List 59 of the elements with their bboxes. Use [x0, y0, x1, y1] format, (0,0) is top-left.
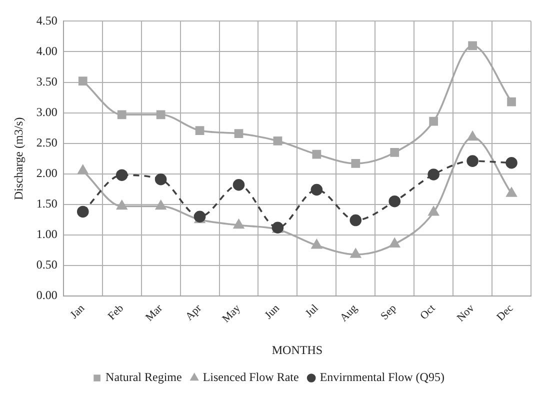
- point: [273, 136, 282, 146]
- y-tick-label: 2.50: [36, 135, 58, 150]
- x-tick-label: Jul: [303, 302, 321, 320]
- point: [389, 238, 400, 248]
- point: [116, 169, 128, 181]
- point: [466, 155, 478, 167]
- point: [429, 116, 438, 126]
- y-tick-label: 3.50: [36, 74, 58, 88]
- x-tick-label: Dec: [494, 302, 516, 324]
- x-tick-label: Feb: [106, 302, 126, 323]
- point: [507, 97, 516, 106]
- point: [195, 126, 204, 135]
- x-tick-label: Jun: [262, 302, 282, 322]
- point: [156, 110, 166, 120]
- point: [428, 168, 440, 180]
- point: [78, 164, 88, 174]
- point: [428, 206, 439, 216]
- y-tick-label: 2.00: [36, 166, 58, 180]
- point: [234, 219, 244, 229]
- point: [116, 200, 128, 210]
- x-tick-label: May: [220, 302, 244, 326]
- point: [234, 129, 244, 138]
- point: [390, 148, 400, 157]
- point: [506, 188, 517, 197]
- x-axis-title: MONTHS: [272, 342, 323, 357]
- point: [506, 156, 518, 169]
- x-tick-label: Sep: [378, 302, 400, 323]
- legend-label: Envirnmental Flow (Q95): [320, 370, 444, 384]
- point: [117, 110, 126, 120]
- x-tick-label: Apr: [183, 302, 204, 323]
- y-tick-label: 4.50: [36, 13, 58, 28]
- point: [310, 184, 323, 196]
- y-tick-label: 0.50: [36, 258, 58, 272]
- point: [467, 131, 478, 141]
- y-tick-label: 1.50: [36, 196, 58, 211]
- legend-label: Natural Regime: [106, 370, 182, 384]
- y-tick-label: 4.00: [36, 44, 58, 58]
- point: [232, 178, 245, 191]
- y-tick-label: 0.00: [36, 288, 58, 302]
- y-tick-label: 1.00: [36, 227, 58, 242]
- y-axis-title: Discharge (m3/s): [11, 117, 26, 200]
- x-tick-label: Nov: [454, 302, 478, 324]
- x-tick-label: Jan: [68, 302, 88, 322]
- point: [312, 150, 322, 159]
- x-tick-label: Oct: [418, 302, 438, 322]
- point: [76, 206, 89, 218]
- point: [351, 159, 360, 168]
- point: [78, 76, 88, 86]
- point: [311, 239, 322, 249]
- point: [350, 214, 362, 226]
- point: [388, 195, 401, 208]
- x-tick-label: Aug: [338, 302, 360, 324]
- legend-label: Lisenced Flow Rate: [202, 370, 299, 384]
- point: [156, 200, 166, 210]
- point: [468, 41, 477, 50]
- y-tick-label: 3.00: [36, 104, 58, 119]
- x-tick-label: Mar: [144, 302, 166, 324]
- point: [154, 173, 167, 186]
- point: [350, 248, 361, 258]
